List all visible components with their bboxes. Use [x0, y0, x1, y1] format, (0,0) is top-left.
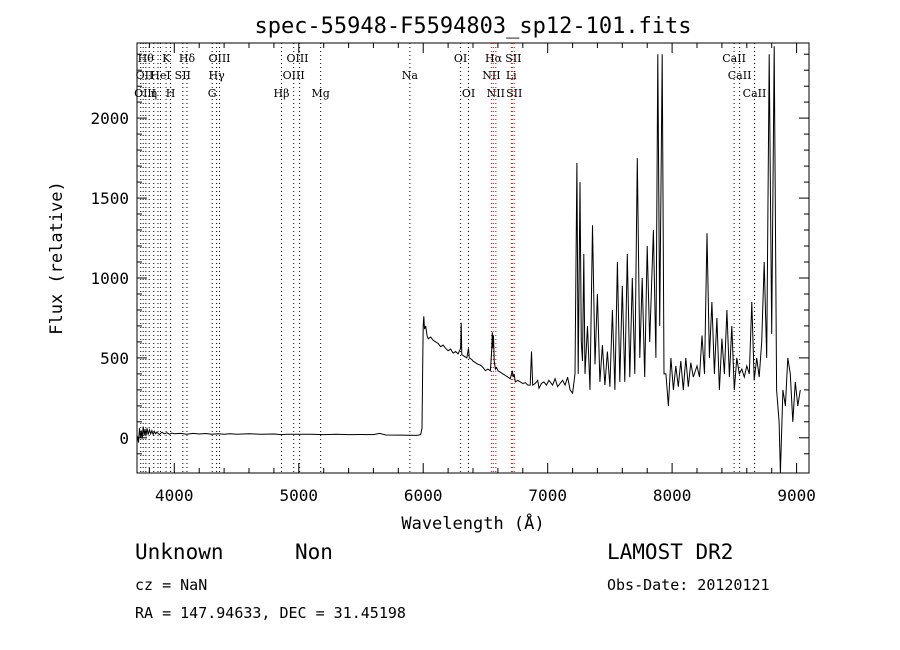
y-tick-label: 1000 [90, 269, 129, 288]
line-annotation-label: OI [462, 87, 475, 100]
survey-label: LAMOST DR2 [607, 540, 734, 564]
line-annotation-label: OII [136, 69, 154, 82]
line-annotation-label: OI [454, 52, 467, 65]
y-axis-label: Flux (relative) [47, 181, 67, 335]
cz-value: cz = NaN [135, 576, 208, 594]
line-annotation-label: Hα [485, 52, 503, 65]
x-tick-label: 6000 [404, 486, 443, 505]
class-label: Unknown [135, 540, 224, 564]
line-annotation-label: Li [506, 69, 517, 82]
x-axis-ticks: 4000 5000 6000 7000 8000 9000 [148, 43, 816, 505]
line-annotation-label: Hδ [179, 52, 196, 65]
y-tick-label: 500 [100, 349, 129, 368]
coordinates: RA = 147.94633, DEC = 31.45198 [135, 604, 406, 622]
x-tick-label: 5000 [280, 486, 319, 505]
line-annotation-label: SII [505, 52, 521, 65]
line-annotation-label: CaII [728, 69, 752, 82]
subclass-label: Non [295, 540, 333, 564]
y-tick-label: 2000 [90, 109, 129, 128]
line-annotation-label: SII [175, 69, 191, 82]
line-annotation-label: CaII [743, 87, 767, 100]
plot-frame [136, 42, 810, 474]
x-tick-label: 7000 [528, 486, 567, 505]
obs-date: Obs-Date: 20120121 [607, 576, 770, 594]
line-annotation-label: OIII [286, 52, 308, 65]
line-annotation-label: OIII [134, 87, 156, 100]
line-annotation-label: Hγ [209, 69, 226, 82]
line-annotation-label: OIII [283, 69, 305, 82]
line-annotation-label: NII [487, 87, 505, 100]
x-tick-label: 8000 [653, 486, 692, 505]
spectrum-line [137, 46, 801, 474]
line-annotation-label: Mg [312, 87, 330, 100]
line-annotation-label: G [208, 87, 217, 100]
line-annotation-label: Hθ [138, 52, 155, 65]
line-annotation-label: HeI [150, 69, 170, 82]
line-annotation-label: Na [402, 69, 419, 82]
line-annotation-label: Hβ [274, 87, 290, 100]
x-axis-label: Wavelength (Å) [401, 512, 544, 534]
chart-title: spec-55948-F5594803_sp12-101.fits [254, 14, 691, 39]
line-annotation-label: OIII [208, 52, 230, 65]
line-annotation-label: K [162, 52, 171, 65]
y-tick-label: 0 [119, 429, 129, 448]
line-annotation-label: η [151, 87, 158, 100]
line-annotation-label: SII [506, 87, 522, 100]
line-annotation-label: H [166, 87, 176, 100]
x-tick-label: 9000 [777, 486, 816, 505]
y-tick-label: 1500 [90, 189, 129, 208]
line-annotation-label: NII [482, 69, 500, 82]
line-annotation-label: CaII [722, 52, 746, 65]
y-axis-ticks: 0 500 1000 1500 2000 [90, 53, 809, 455]
x-tick-label: 4000 [155, 486, 194, 505]
